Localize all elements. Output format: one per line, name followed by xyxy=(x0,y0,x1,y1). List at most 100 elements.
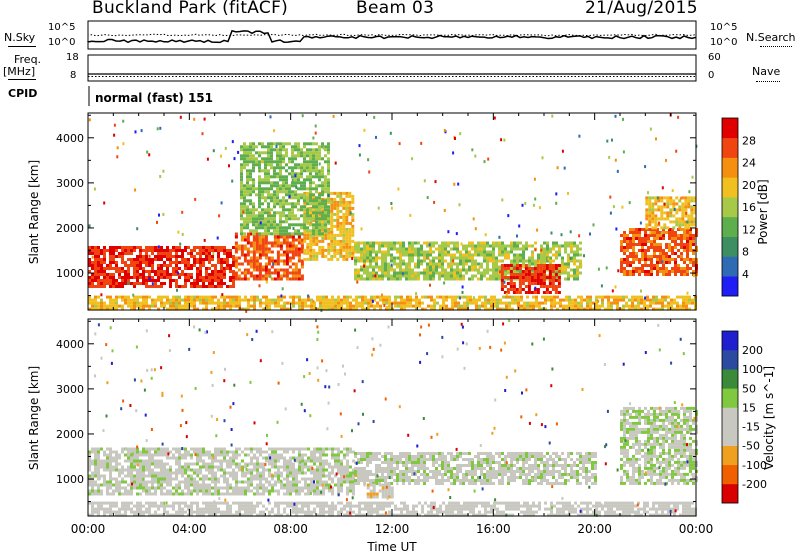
power-heatmap xyxy=(88,113,698,313)
velocity-x-ticks xyxy=(87,319,697,516)
nave-tick-bottom: 0 xyxy=(708,70,715,81)
velocity-colorbar-tick-3: -15 xyxy=(742,421,760,434)
velocity-ytick-3: 4000 xyxy=(56,338,84,351)
power-feature-8 xyxy=(88,295,697,311)
x-tick-label-3: 12:00 xyxy=(375,522,410,536)
velocity-colorbar-tick-1: -100 xyxy=(742,459,767,472)
freq-unit: [MHz] xyxy=(3,65,36,78)
power-colorbar-tick-5: 24 xyxy=(742,157,756,170)
power-y-axis: 1000 2000 3000 4000 xyxy=(56,114,696,297)
power-feature-5 xyxy=(620,228,698,276)
velocity-y-axis: 1000 2000 3000 4000 xyxy=(56,320,696,503)
power-scatter xyxy=(88,113,698,313)
power-feature-1 xyxy=(234,232,304,281)
velocity-feature-0 xyxy=(88,447,355,496)
velocity-ytick-0: 1000 xyxy=(56,473,84,486)
velocity-colorbar-seg-4 xyxy=(722,407,738,427)
power-colorbar: 4 8 12 16 20 24 28 xyxy=(721,117,756,297)
power-ytick-0: 1000 xyxy=(56,267,84,280)
power-colorbar-tick-1: 8 xyxy=(742,246,749,259)
velocity-colorbar-label: Velocity [m s^-1] xyxy=(762,366,776,470)
station-title: Buckland Park (fitACF) xyxy=(92,0,289,18)
nsky-tick-bottom: 10^0 xyxy=(48,37,76,48)
nsearch-legend-line xyxy=(760,46,792,47)
nave-tick-top: 60 xyxy=(708,52,721,63)
velocity-feature-3 xyxy=(620,406,698,485)
power-colorbar-seg-1 xyxy=(722,256,738,277)
power-ytick-2: 3000 xyxy=(56,177,84,190)
power-colorbar-label: Power [dB] xyxy=(756,179,770,244)
velocity-colorbar-seg-7 xyxy=(722,350,738,370)
cpid-label: CPID xyxy=(8,87,38,100)
power-x-ticks xyxy=(87,113,697,310)
velocity-feature-1 xyxy=(354,452,597,485)
x-tick-label-4: 16:00 xyxy=(476,522,511,536)
x-tick-label-5: 20:00 xyxy=(577,522,612,536)
nsearch-tick-bottom: 10^0 xyxy=(710,37,738,48)
velocity-colorbar-tick-6: 100 xyxy=(742,363,763,376)
velocity-colorbar-tick-2: -50 xyxy=(742,440,760,453)
velocity-colorbar: -200 -100 -50 -15 15 50 100 200 xyxy=(721,330,767,504)
velocity-feature-4 xyxy=(88,501,697,517)
velocity-colorbar-seg-2 xyxy=(722,445,738,466)
nsky-line xyxy=(87,29,697,44)
velocity-heatmap xyxy=(88,319,698,517)
velocity-ylabel: Slant Range [km] xyxy=(27,366,41,470)
freq-tick-bottom: 8 xyxy=(70,70,77,81)
power-colorbar-seg-7 xyxy=(722,137,738,158)
velocity-colorbar-tick-7: 200 xyxy=(742,344,763,357)
velocity-colorbar-seg-6 xyxy=(722,369,738,389)
nsearch-line xyxy=(87,33,697,37)
freq-tick-top: 18 xyxy=(66,52,79,63)
cpid-mode: normal (fast) 151 xyxy=(95,91,213,105)
power-colorbar-seg-6 xyxy=(722,157,738,178)
power-feature-6 xyxy=(645,196,697,230)
x-tick-label-0: 00:00 xyxy=(71,522,106,536)
date-label: 21/Aug/2015 xyxy=(585,0,698,18)
freq-panel-frame xyxy=(87,54,697,82)
power-colorbar-seg-8 xyxy=(722,118,738,139)
power-colorbar-seg-3 xyxy=(722,216,738,237)
velocity-colorbar-seg-8 xyxy=(722,331,738,351)
power-colorbar-seg-4 xyxy=(722,197,738,218)
power-ytick-1: 2000 xyxy=(56,222,84,235)
power-ytick-3: 4000 xyxy=(56,132,84,145)
nsky-label: N.Sky xyxy=(4,31,36,44)
noise-lines xyxy=(87,29,697,44)
freq-label: Freq. xyxy=(14,53,42,66)
velocity-feature-2 xyxy=(366,483,394,499)
power-colorbar-seg-0 xyxy=(722,276,738,297)
nsky-tick-top: 10^5 xyxy=(48,22,76,33)
velocity-colorbar-tick-0: -200 xyxy=(742,478,767,491)
velocity-colorbar-seg-5 xyxy=(722,388,738,408)
power-colorbar-tick-4: 20 xyxy=(742,179,756,192)
nsky-legend-line xyxy=(8,46,36,47)
nsearch-label: N.Search xyxy=(746,31,796,44)
power-colorbar-tick-6: 28 xyxy=(742,134,756,147)
velocity-ytick-2: 3000 xyxy=(56,383,84,396)
velocity-scatter xyxy=(89,319,696,517)
power-colorbar-tick-2: 12 xyxy=(742,223,756,236)
velocity-colorbar-seg-1 xyxy=(722,464,738,485)
power-colorbar-tick-0: 4 xyxy=(742,268,749,281)
x-tick-label-1: 04:00 xyxy=(172,522,207,536)
velocity-ytick-1: 2000 xyxy=(56,428,84,441)
velocity-colorbar-tick-4: 15 xyxy=(742,401,756,414)
x-axis-tick-labels: 00:00 04:00 08:00 12:00 16:00 20:00 00:00 xyxy=(71,522,714,536)
power-feature-7 xyxy=(240,142,330,236)
power-feature-0 xyxy=(88,246,235,288)
power-feature-3 xyxy=(354,241,582,281)
x-tick-label-2: 08:00 xyxy=(273,522,308,536)
nave-legend-line xyxy=(756,81,780,82)
power-feature-4 xyxy=(500,264,561,294)
nave-label: Nave xyxy=(752,65,781,78)
power-ylabel: Slant Range [km] xyxy=(27,160,41,264)
freq-legend-line xyxy=(8,79,36,80)
power-colorbar-seg-2 xyxy=(722,236,738,257)
velocity-colorbar-seg-0 xyxy=(722,483,738,504)
beam-label: Beam 03 xyxy=(356,0,435,18)
velocity-colorbar-tick-5: 50 xyxy=(742,382,756,395)
velocity-colorbar-seg-3 xyxy=(722,426,738,446)
nsearch-tick-top: 10^5 xyxy=(710,22,738,33)
